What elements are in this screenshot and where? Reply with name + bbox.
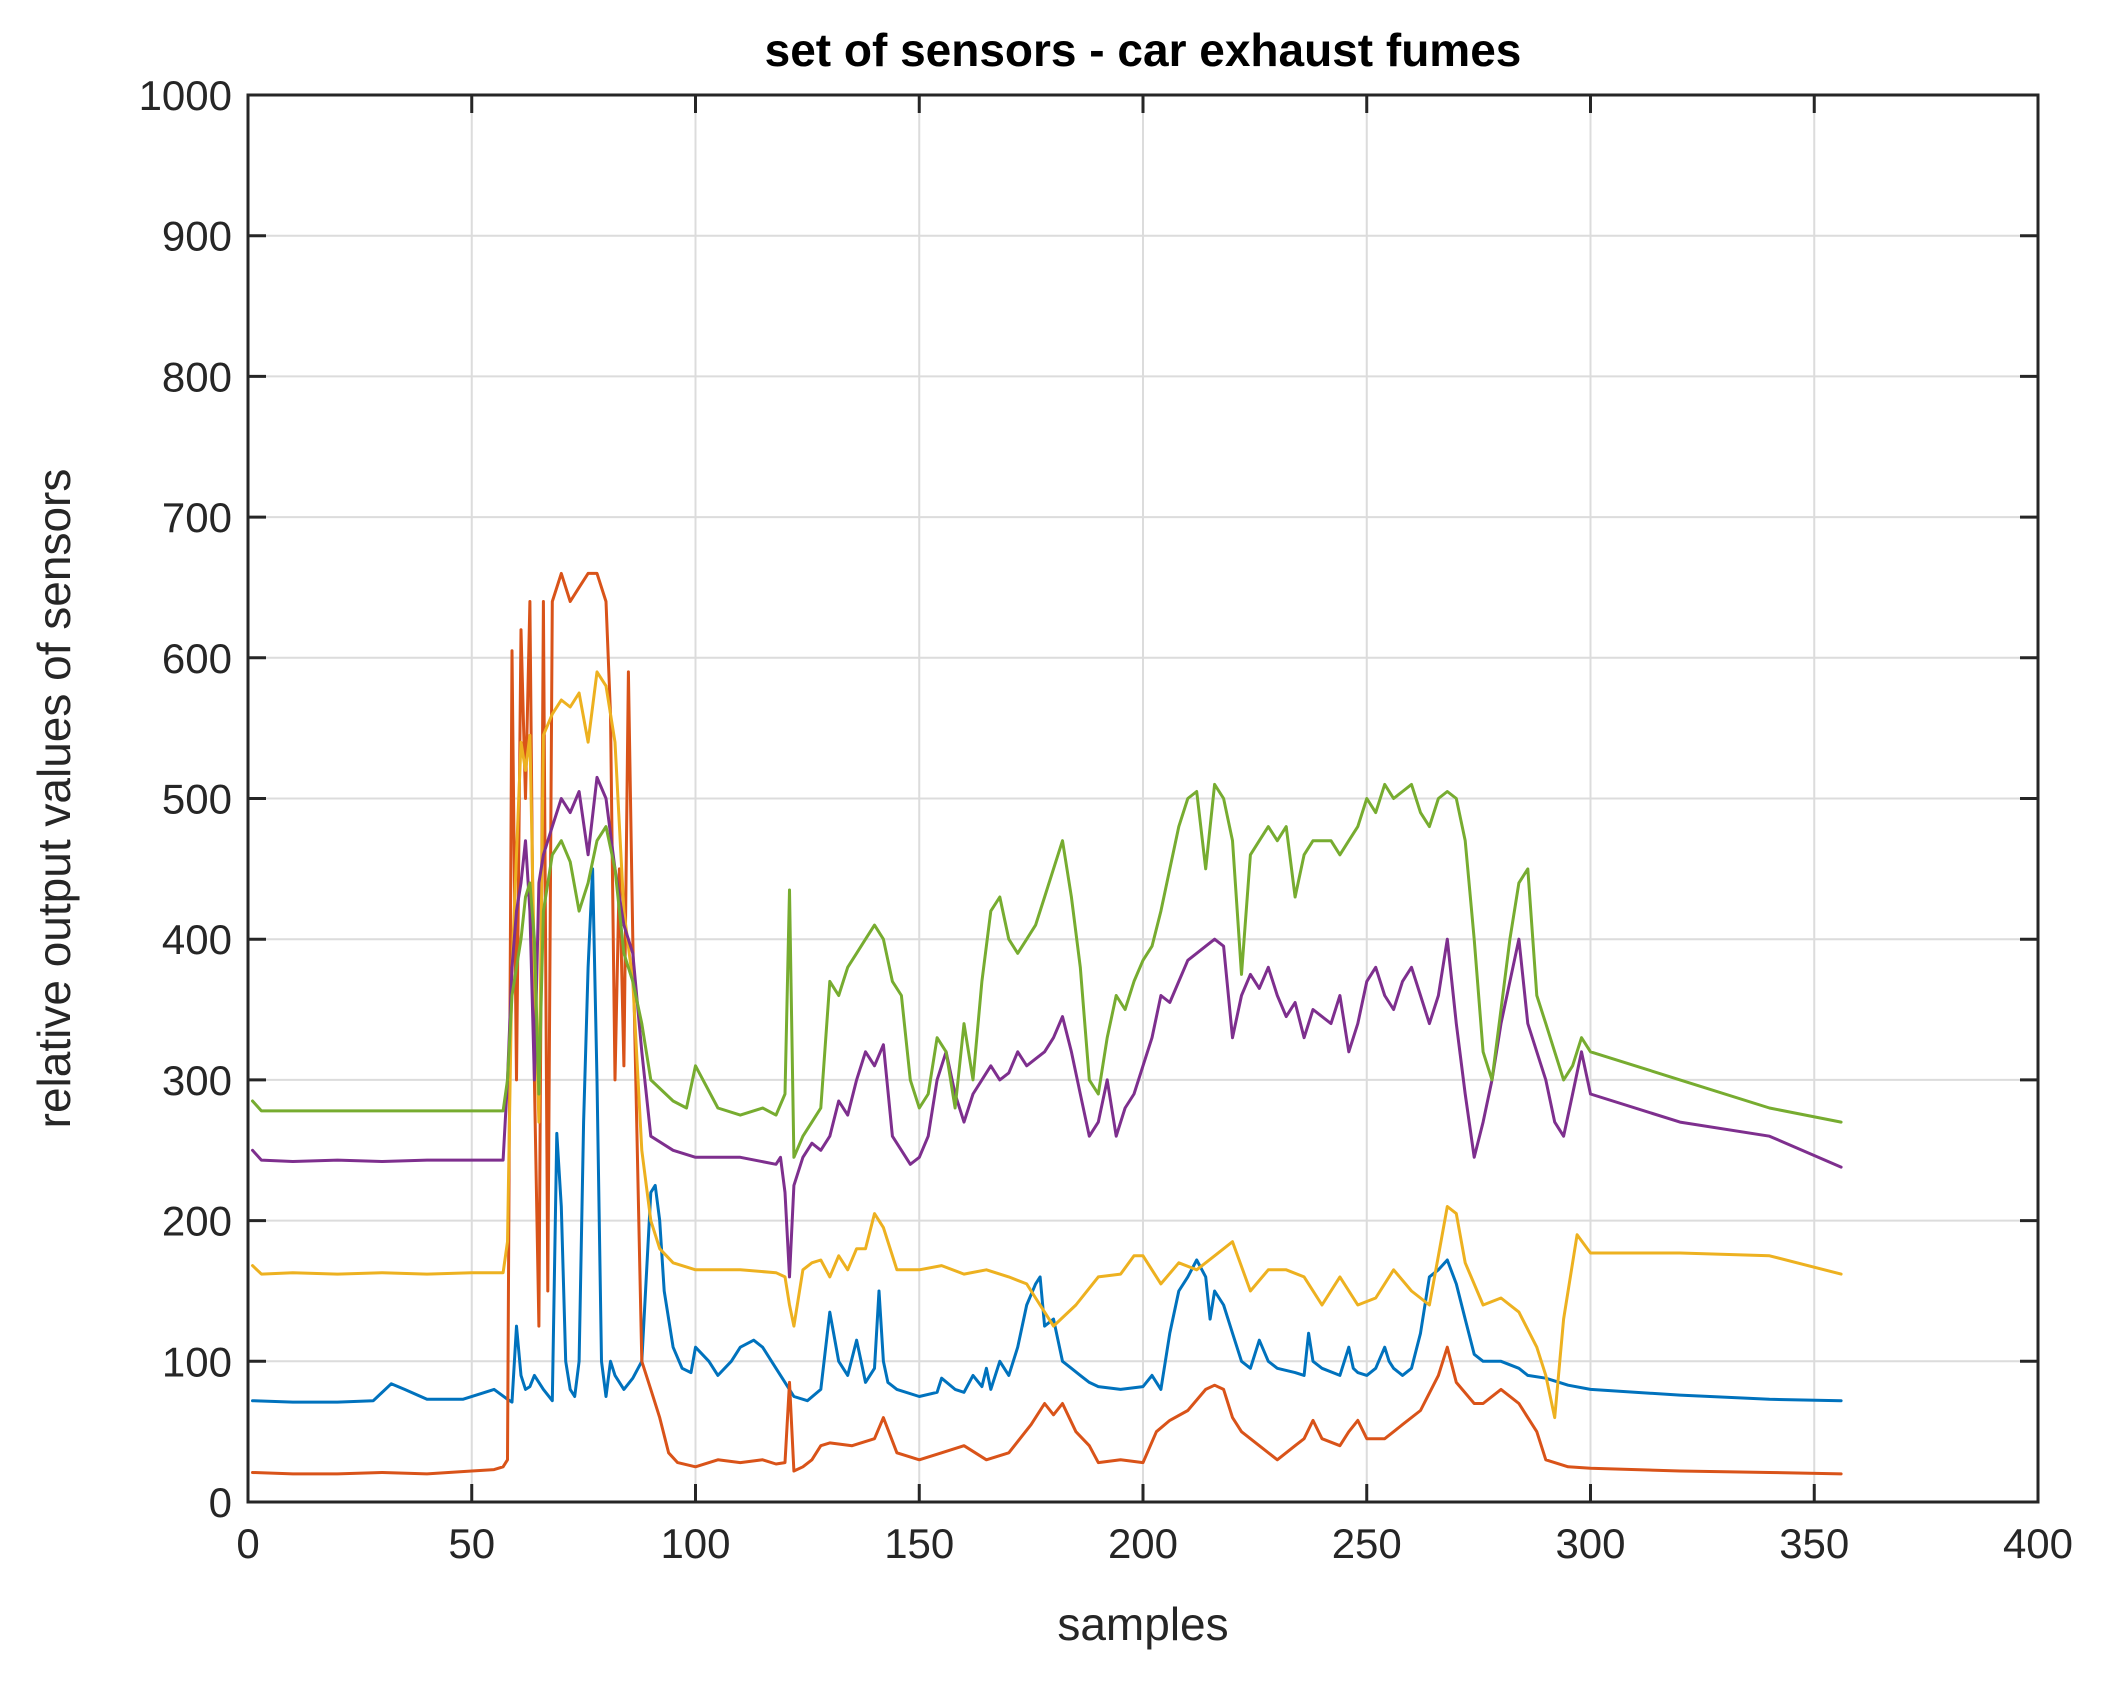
x-tick-label: 150 <box>884 1520 954 1567</box>
x-tick-label: 300 <box>1555 1520 1625 1567</box>
x-axis-label: samples <box>1057 1598 1228 1650</box>
x-tick-label: 100 <box>660 1520 730 1567</box>
x-tick-label: 200 <box>1108 1520 1178 1567</box>
y-tick-label: 700 <box>162 494 232 541</box>
axis-ticks: 0 50 100 150 200 250 300 350 400 0 100 200 300 400 500… <box>139 72 2073 1567</box>
y-tick-label: 200 <box>162 1198 232 1245</box>
series-line-3 <box>251 670 1843 1420</box>
series-line-2 <box>251 571 1843 1476</box>
series-line-1 <box>251 867 1843 1404</box>
y-tick-label: 900 <box>162 213 232 260</box>
y-tick-label: 1000 <box>139 72 232 119</box>
series-lines <box>251 571 1843 1476</box>
x-tick-label: 250 <box>1332 1520 1402 1567</box>
x-tick-label: 350 <box>1779 1520 1849 1567</box>
x-tick-label: 400 <box>2003 1520 2073 1567</box>
x-tick-label: 50 <box>448 1520 495 1567</box>
y-tick-label: 500 <box>162 776 232 823</box>
x-tick-label: 0 <box>236 1520 259 1567</box>
y-tick-label: 100 <box>162 1338 232 1385</box>
chart-title: set of sensors - car exhaust fumes <box>765 24 1522 76</box>
y-axis-label: relative output values of sensors <box>28 469 80 1129</box>
y-tick-label: 800 <box>162 353 232 400</box>
y-tick-label: 400 <box>162 916 232 963</box>
y-tick-label: 300 <box>162 1057 232 1104</box>
y-tick-label: 0 <box>209 1479 232 1526</box>
series-line-4 <box>251 775 1843 1279</box>
y-tick-label: 600 <box>162 635 232 682</box>
series-line-5 <box>251 782 1843 1159</box>
